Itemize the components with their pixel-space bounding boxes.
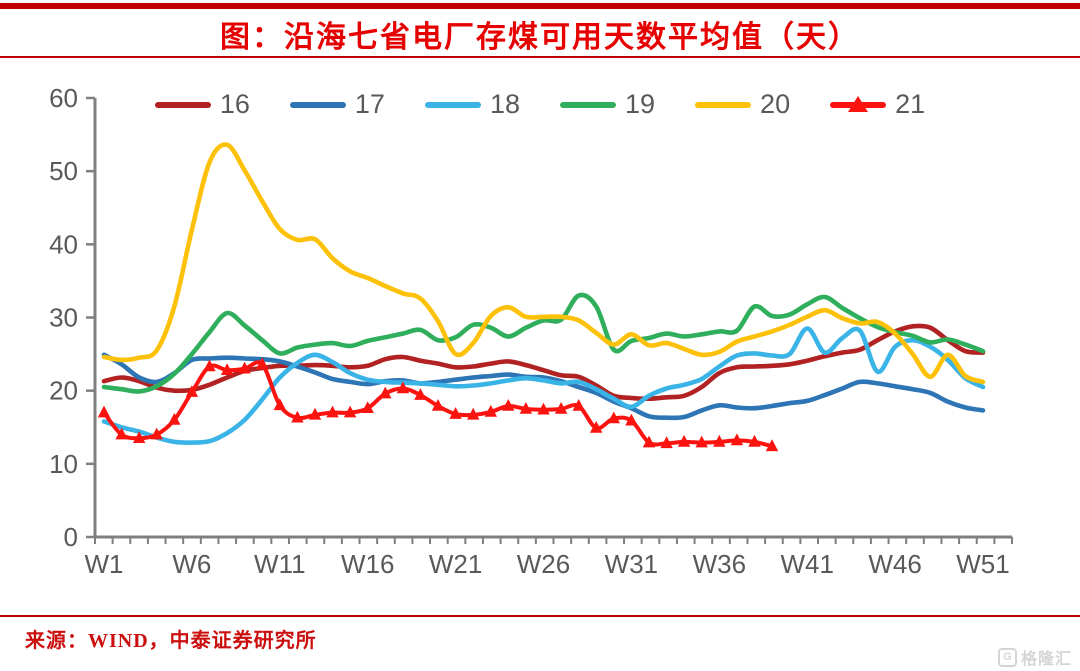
y-tick-label: 40 xyxy=(49,229,78,259)
series-21-marker xyxy=(396,381,410,394)
series-21-marker xyxy=(185,385,199,397)
series-21-marker xyxy=(431,399,445,411)
legend-label-21: 21 xyxy=(895,89,926,119)
top-accent-bar xyxy=(0,3,1080,9)
series-21-marker xyxy=(238,361,251,374)
legend-label-19: 19 xyxy=(625,89,656,119)
legend-triangle-icon xyxy=(848,95,869,112)
gelonghui-logo-icon: G xyxy=(997,647,1017,667)
y-tick-label: 30 xyxy=(49,303,78,333)
legend-swatch-21 xyxy=(830,95,887,112)
series-21-marker xyxy=(256,357,269,370)
series-21-marker xyxy=(607,411,620,424)
series-21-marker xyxy=(660,436,673,449)
x-tick-label: W36 xyxy=(693,549,746,579)
series-21-marker xyxy=(414,388,427,400)
series-21-marker xyxy=(519,402,533,414)
chart-canvas: 0 10 20 30 40 50 60 W1 W6 W11 W16 W21 W26 W31 W36 W41 W4… xyxy=(49,83,1013,579)
series-line-16 xyxy=(101,323,986,402)
series-21-marker xyxy=(537,402,550,415)
series-21-marker xyxy=(168,412,181,425)
x-tick-label: W31 xyxy=(605,549,658,579)
series-21-marker xyxy=(115,427,128,440)
x-tick-label: W51 xyxy=(956,549,1009,579)
watermark: G 格隆汇 xyxy=(997,645,1072,669)
series-21-marker xyxy=(361,401,374,413)
legend-swatch-16 xyxy=(154,101,211,108)
footer-divider xyxy=(0,615,1080,617)
series-21-marker xyxy=(590,421,603,433)
legend-item-19: 19 xyxy=(560,91,655,118)
legend-swatch-20 xyxy=(695,101,752,108)
series-line-19 xyxy=(101,292,986,394)
x-tick-label: W1 xyxy=(85,549,124,579)
series-21-marker xyxy=(713,434,726,447)
legend-label-18: 18 xyxy=(489,89,520,119)
legend-item-16: 16 xyxy=(154,89,250,119)
series-21-marker xyxy=(467,407,480,420)
series-21-marker xyxy=(291,410,304,423)
series-21-marker xyxy=(220,363,234,375)
series-21-marker xyxy=(133,431,146,443)
series-21-marker xyxy=(572,399,585,411)
legend-swatch-17 xyxy=(289,101,346,108)
x-tick-label: W21 xyxy=(429,549,482,579)
series-21-marker xyxy=(343,405,357,418)
series-21-marker xyxy=(625,413,638,426)
x-tick-label: W46 xyxy=(868,549,921,579)
legend-label-16: 16 xyxy=(219,89,250,119)
legend-item-18: 18 xyxy=(424,89,520,119)
x-tick-label: W26 xyxy=(517,549,570,579)
legend-label-20: 20 xyxy=(760,89,791,119)
y-tick-label: 50 xyxy=(49,156,78,186)
series-21-marker xyxy=(273,398,286,411)
x-tick-label: W6 xyxy=(172,549,211,579)
series-21-marker xyxy=(730,433,744,446)
legend-swatch-19 xyxy=(560,101,616,108)
series-21-marker xyxy=(379,386,392,399)
series-21-marker xyxy=(97,405,111,418)
series-line-18 xyxy=(101,326,986,445)
page-title: 图：沿海七省电厂存煤可用天数平均值（天） xyxy=(220,21,860,54)
x-tick-label: W11 xyxy=(254,549,306,579)
series-21-marker xyxy=(203,359,216,372)
series-21-marker xyxy=(150,427,163,440)
title-divider xyxy=(0,56,1080,58)
chart-legend: 16 17 18 19 20 21 xyxy=(0,91,1080,118)
series-21-marker xyxy=(502,399,515,411)
y-tick-label: 60 xyxy=(49,83,78,113)
series-21-marker xyxy=(484,404,497,417)
series-21-marker xyxy=(765,439,779,452)
series-21-marker xyxy=(748,434,761,447)
source-text: 来源：WIND，中泰证券研究所 xyxy=(25,630,317,652)
y-tick-label: 10 xyxy=(49,449,78,479)
legend-item-20: 20 xyxy=(695,91,790,118)
series-21-marker xyxy=(677,434,691,447)
legend-item-21: 21 xyxy=(830,91,925,118)
series-line-20 xyxy=(101,142,986,385)
legend-label-17: 17 xyxy=(354,89,385,119)
y-tick-label: 0 xyxy=(64,522,78,552)
x-tick-label: W16 xyxy=(341,549,394,579)
series-21-marker xyxy=(449,407,462,419)
series-21-marker xyxy=(642,435,656,448)
watermark-text: 格隆汇 xyxy=(1020,651,1072,668)
coal-days-line-chart: 0 10 20 30 40 50 60 W1 W6 W11 W16 W21 W26 W31 W36 W41 W4… xyxy=(0,78,1080,612)
y-tick-label: 20 xyxy=(49,376,78,406)
legend-item-17: 17 xyxy=(289,89,385,119)
series-21-marker xyxy=(308,407,322,420)
series-21-marker xyxy=(695,435,708,448)
series-21-marker xyxy=(326,405,339,418)
legend-swatch-18 xyxy=(424,101,481,108)
x-tick-label: W41 xyxy=(780,549,833,579)
series-line-17 xyxy=(101,352,986,421)
series-21-marker xyxy=(554,402,568,414)
